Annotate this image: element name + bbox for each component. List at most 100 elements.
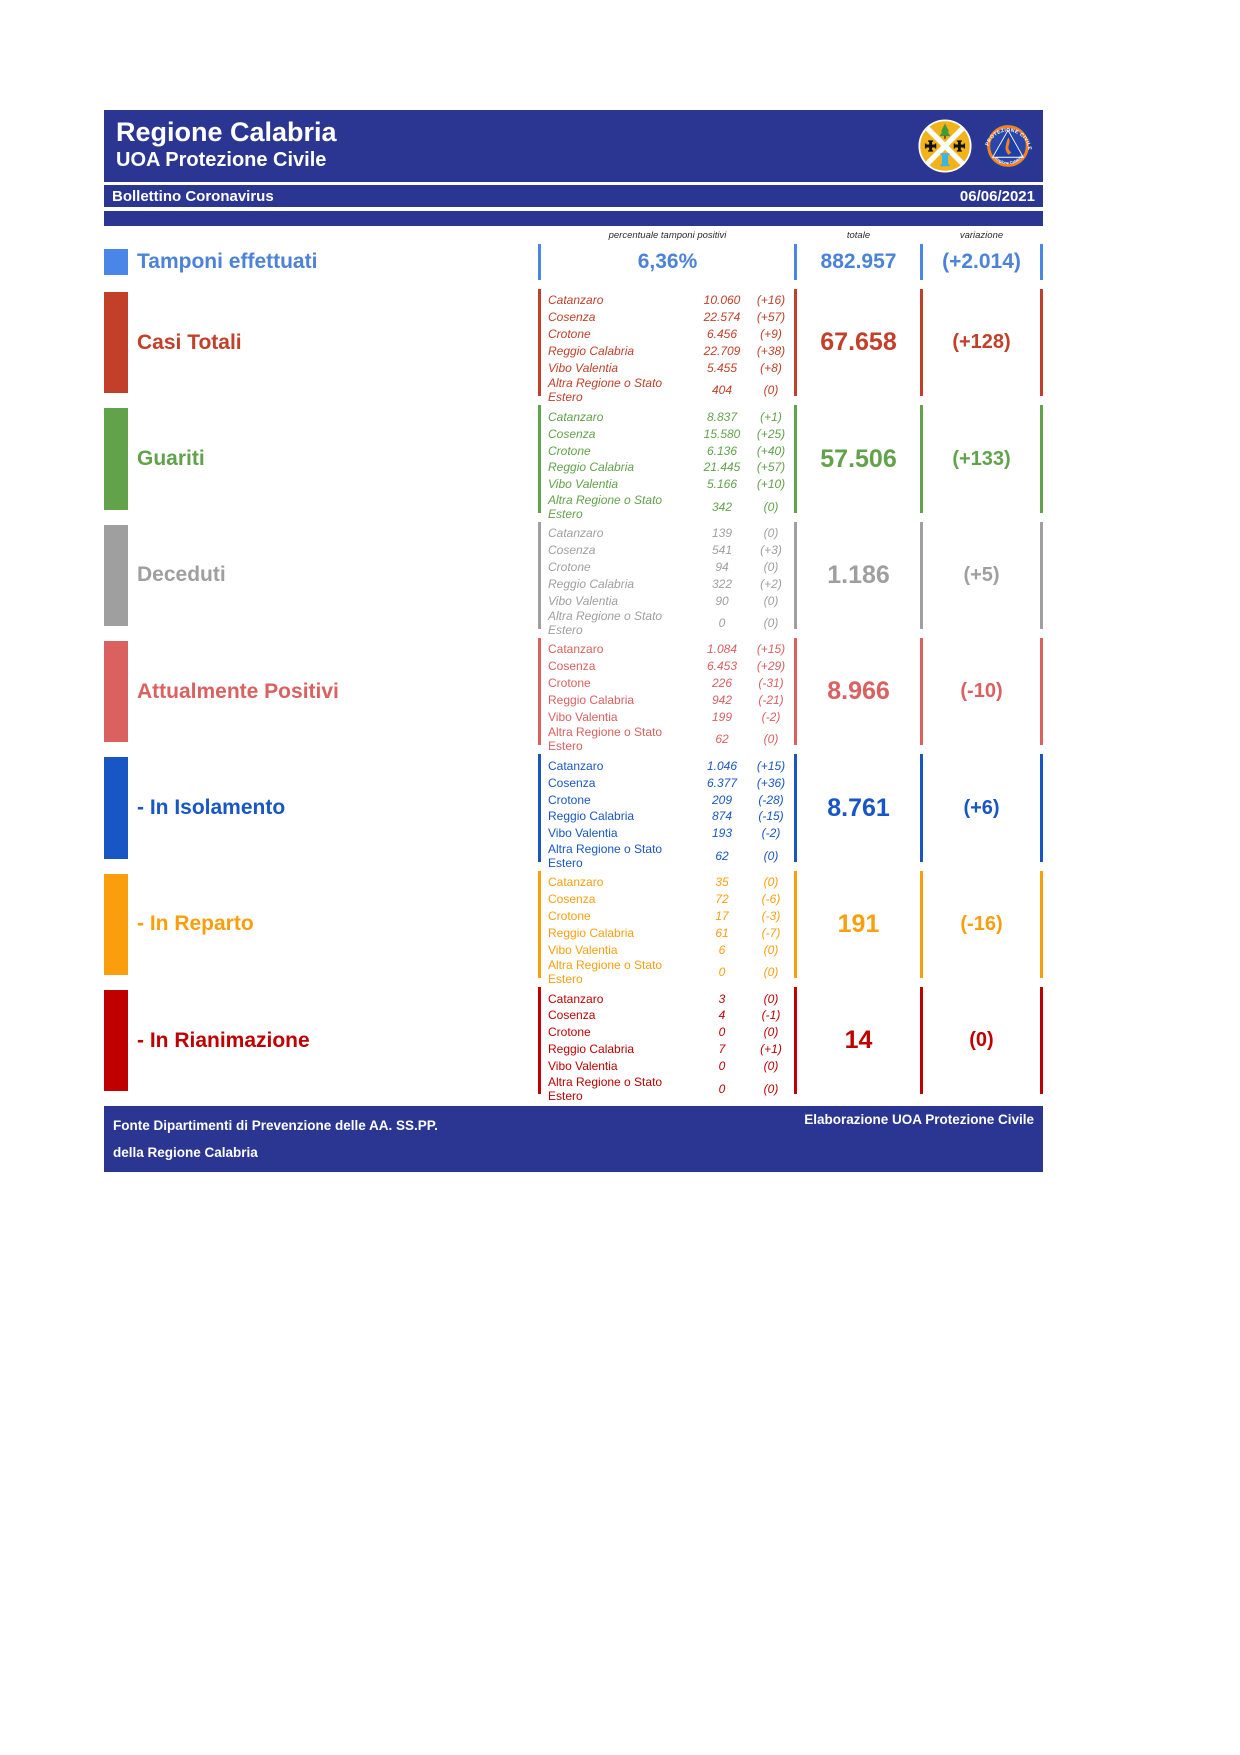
province-variation: (-28) — [758, 792, 784, 807]
province-variation: (0) — [763, 526, 779, 541]
province-value: 0 — [718, 1081, 726, 1096]
province-row: Crotone 226 (-31) — [548, 675, 794, 692]
province-row: Vibo Valentia 0 (0) — [548, 1058, 794, 1075]
province-name: Catanzaro — [548, 409, 604, 424]
stat-section: Deceduti Catanzaro 139 (0) Cosenza 541 (… — [104, 521, 1043, 637]
province-value: 1.084 — [706, 642, 738, 657]
province-name: Cosenza — [548, 659, 596, 674]
province-value: 90 — [715, 593, 729, 608]
province-value: 22.574 — [703, 310, 741, 325]
tamponi-label: Tamponi effettuati — [137, 250, 318, 273]
column-header-percent: percentuale tamponi positivi — [608, 230, 727, 241]
province-variation: (+25) — [756, 426, 786, 441]
province-value: 5.166 — [706, 477, 738, 492]
province-name: Vibo Valentia — [548, 1059, 618, 1074]
province-name: Altra Regione o Stato Estero — [548, 958, 663, 987]
province-name: Altra Regione o Stato Estero — [548, 492, 663, 521]
province-value: 61 — [715, 925, 729, 940]
province-variation: (+29) — [756, 659, 786, 674]
section-total: 57.506 — [820, 444, 897, 473]
stat-section: Guariti Catanzaro 8.837 (+1) Cosenza 15.… — [104, 405, 1043, 521]
province-value: 15.580 — [703, 426, 741, 441]
province-row: Catanzaro 3 (0) — [548, 990, 794, 1007]
province-name: Cosenza — [548, 1008, 596, 1023]
province-value: 322 — [711, 576, 733, 591]
province-variation: (+9) — [760, 327, 782, 342]
province-name: Crotone — [548, 327, 591, 342]
section-color-swatch — [104, 408, 128, 510]
province-row: Crotone 6.456 (+9) — [548, 326, 794, 343]
section-total: 8.761 — [827, 793, 890, 822]
section-color-swatch — [104, 524, 128, 627]
footer-source-line1: Fonte Dipartimenti di Prevenzione delle … — [113, 1118, 438, 1134]
province-name: Vibo Valentia — [548, 361, 619, 375]
province-variation: (+15) — [756, 642, 786, 657]
province-variation: (0) — [763, 499, 779, 514]
province-name: Reggio Calabria — [548, 1042, 635, 1057]
province-value: 62 — [715, 848, 729, 863]
province-variation: (+8) — [760, 361, 782, 375]
province-row: Altra Regione o Stato Estero 0 (0) — [548, 1075, 794, 1103]
province-row: Crotone 6.136 (+40) — [548, 442, 794, 459]
province-value: 35 — [715, 875, 729, 890]
province-row: Catanzaro 1.046 (+15) — [548, 757, 794, 774]
column-header-total: totale — [846, 230, 871, 241]
sections-list: Casi Totali Catanzaro 10.060 (+16) Cosen… — [104, 289, 1043, 1103]
province-value: 139 — [711, 526, 733, 541]
province-variation: (0) — [763, 732, 779, 747]
bulletin-date: 06/06/2021 — [959, 187, 1035, 205]
province-breakdown: Catanzaro 139 (0) Cosenza 541 (+3) Croto… — [538, 521, 797, 637]
province-row: Cosenza 15.580 (+25) — [548, 425, 794, 442]
province-name: Altra Regione o Stato Estero — [548, 609, 663, 638]
province-row: Reggio Calabria 874 (-15) — [548, 808, 794, 825]
province-row: Reggio Calabria 61 (-7) — [548, 924, 794, 941]
province-row: Cosenza 6.453 (+29) — [548, 658, 794, 675]
province-row: Vibo Valentia 199 (-2) — [548, 709, 794, 726]
column-header-variation: variazione — [959, 230, 1004, 241]
province-row: Crotone 94 (0) — [548, 558, 794, 575]
province-name: Reggio Calabria — [548, 925, 635, 940]
province-variation: (0) — [763, 991, 779, 1006]
province-row: Vibo Valentia 5.166 (+10) — [548, 476, 794, 493]
section-label: - In Isolamento — [137, 796, 286, 820]
province-variation: (-2) — [761, 826, 781, 841]
province-name: Vibo Valentia — [548, 477, 619, 492]
province-row: Cosenza 4 (-1) — [548, 1007, 794, 1024]
province-variation: (+36) — [756, 775, 786, 790]
province-variation: (+1) — [760, 409, 782, 424]
province-variation: (0) — [763, 616, 779, 631]
province-variation: (+15) — [756, 758, 786, 773]
province-name: Vibo Valentia — [548, 710, 618, 725]
province-name: Crotone — [548, 676, 591, 691]
province-name: Reggio Calabria — [548, 460, 635, 475]
province-row: Altra Regione o Stato Estero 404 (0) — [548, 376, 794, 404]
province-row: Altra Regione o Stato Estero 0 (0) — [548, 958, 794, 986]
province-name: Crotone — [548, 908, 591, 923]
province-name: Catanzaro — [548, 526, 604, 541]
province-value: 0 — [718, 1059, 726, 1074]
page-title: Regione Calabria — [116, 117, 337, 147]
section-color-swatch — [104, 873, 128, 976]
province-variation: (0) — [763, 383, 779, 398]
province-value: 6.456 — [706, 327, 738, 342]
province-value: 94 — [715, 559, 729, 574]
province-variation: (-15) — [758, 809, 784, 824]
province-value: 1.046 — [706, 758, 738, 773]
province-row: Cosenza 22.574 (+57) — [548, 309, 794, 326]
province-name: Altra Regione o Stato Estero — [548, 376, 663, 405]
province-value: 874 — [711, 809, 733, 824]
province-row: Altra Regione o Stato Estero 62 (0) — [548, 842, 794, 870]
province-breakdown: Catanzaro 3 (0) Cosenza 4 (-1) Crotone 0… — [538, 987, 797, 1103]
province-row: Crotone 209 (-28) — [548, 791, 794, 808]
province-value: 0 — [718, 616, 726, 631]
province-name: Catanzaro — [548, 642, 604, 657]
province-value: 4 — [718, 1008, 726, 1023]
tamponi-color-swatch — [104, 249, 128, 275]
province-row: Cosenza 541 (+3) — [548, 542, 794, 559]
province-name: Catanzaro — [548, 293, 604, 308]
province-row: Reggio Calabria 322 (+2) — [548, 575, 794, 592]
section-variation: (+5) — [920, 521, 1043, 630]
province-name: Reggio Calabria — [548, 576, 635, 591]
province-name: Crotone — [548, 443, 591, 458]
province-name: Reggio Calabria — [548, 344, 635, 359]
